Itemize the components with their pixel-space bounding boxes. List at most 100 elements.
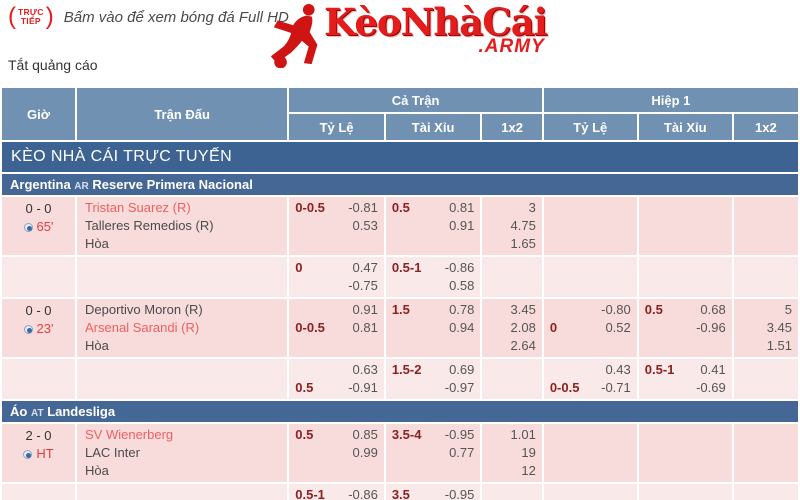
match-minute: HT	[36, 446, 54, 461]
empty-cell	[0, 255, 77, 299]
odds-cell-ft-handicap[interactable]: 0.91 0-0.5 0.81	[287, 297, 386, 359]
site-logo[interactable]: KèoNhàCái .ARMY	[268, 0, 548, 68]
odds-cell-h1-1x2[interactable]	[731, 482, 800, 500]
odds-cell-h1-overunder[interactable]	[636, 195, 734, 257]
live-tagline: Bấm vào để xem bóng đá Full HD	[63, 8, 289, 26]
odds-cell-h1-1x2[interactable]	[731, 195, 800, 257]
home-team[interactable]: Tristan Suarez (R)	[85, 200, 191, 215]
odds-cell-ft-1x2[interactable]: 3.45 2.08 2.64	[480, 297, 544, 359]
odds-value: -0.96	[696, 320, 726, 335]
live-radio-icon[interactable]	[23, 222, 33, 232]
odds-value: 3.45	[510, 302, 536, 317]
match-time-cell: 0 - 0 65'	[0, 195, 77, 257]
odds-cell-h1-1x2[interactable]	[731, 357, 800, 401]
odds-cell-h1-overunder[interactable]	[636, 255, 734, 299]
live-radio-icon[interactable]	[23, 449, 33, 459]
odds-value: -0.71	[601, 380, 631, 395]
odds-value: 2.08	[510, 320, 536, 335]
odds-cell-h1-handicap[interactable]	[541, 255, 639, 299]
odds-table: Giờ Trận Đấu Cả Trận Hiệp 1 Tỷ Lệ Tài Xỉ…	[0, 86, 800, 500]
odds-cell-h1-handicap[interactable]: -0.80 0 0.52	[541, 297, 639, 359]
odds-cell-h1-overunder[interactable]	[636, 482, 734, 500]
match-subrow: 0.5-1-0.86 0.70 3.5-0.95 0.77	[0, 482, 800, 500]
odds-value	[488, 361, 535, 379]
odds-cell-ft-handicap[interactable]: 0.63 0.5 -0.91	[287, 357, 386, 401]
odds-value	[740, 199, 792, 217]
league-name: Landesliga	[47, 404, 116, 419]
close-ads-link[interactable]: Tắt quảng cáo	[8, 57, 98, 73]
odds-value: 0.81	[352, 320, 378, 335]
empty-cell	[0, 482, 77, 500]
live-stream-link[interactable]: ( TRỰC TIẾP ) Bấm vào để xem bóng đá Ful…	[8, 5, 289, 29]
odds-cell-h1-overunder[interactable]	[636, 422, 734, 484]
odds-value: -0.91	[348, 380, 378, 395]
odds-cell-ft-1x2[interactable]	[480, 255, 544, 299]
odds-cell-ft-overunder[interactable]: 0.5-1 -0.86 0.58	[383, 255, 483, 299]
away-team[interactable]: LAC Inter	[85, 445, 140, 460]
odds-cell-h1-overunder[interactable]: 0.5-1 0.41 -0.69	[636, 357, 734, 401]
match-score: 0 - 0	[25, 201, 52, 216]
odds-value: -0.86	[348, 487, 378, 500]
handicap-value: 0.5	[295, 427, 314, 442]
odds-cell-ft-handicap[interactable]: 0-0.5 -0.81 0.53	[287, 195, 386, 257]
odds-cell-ft-handicap[interactable]: 0.5 0.85 0.99	[287, 422, 386, 484]
odds-cell-h1-handicap[interactable]	[541, 195, 639, 257]
live-badge-line1: TRỰC	[18, 7, 44, 17]
empty-cell	[0, 357, 77, 401]
odds-cell-h1-1x2[interactable]	[731, 422, 800, 484]
handicap-value: 3.5-4	[391, 427, 422, 442]
odds-cell-ft-1x2[interactable]	[480, 357, 544, 401]
odds-cell-h1-overunder[interactable]: 0.5 0.68 -0.96	[636, 297, 734, 359]
match-teams-cell[interactable]: Tristan Suarez (R) Talleres Remedios (R)…	[74, 195, 290, 257]
odds-cell-ft-overunder[interactable]: 1.5 0.78 0.94	[383, 297, 483, 359]
odds-cell-h1-1x2[interactable]	[731, 255, 800, 299]
odds-cell-ft-1x2[interactable]: 3 4.75 1.65	[480, 195, 544, 257]
away-team[interactable]: Arsenal Sarandi (R)	[85, 320, 200, 335]
handicap-value: 0	[549, 320, 558, 335]
odds-value	[740, 361, 792, 379]
odds-cell-ft-handicap[interactable]: 0.5-1-0.86 0.70	[287, 482, 386, 500]
handicap-value: 1.5-2	[391, 362, 422, 377]
odds-cell-ft-overunder[interactable]: 0.5 0.81 0.91	[383, 195, 483, 257]
odds-cell-h1-handicap[interactable]	[541, 422, 639, 484]
odds-value: -0.75	[348, 278, 378, 293]
odds-cell-h1-1x2[interactable]: 5 3.45 1.51	[731, 297, 800, 359]
match-teams-cell[interactable]: Deportivo Moron (R) Arsenal Sarandi (R) …	[74, 297, 290, 359]
odds-value: 12	[521, 463, 536, 478]
odds-cell-h1-handicap[interactable]: 0.43 0-0.5 -0.71	[541, 357, 639, 401]
match-time-cell: 0 - 0 23'	[0, 297, 77, 359]
top-banner: ( TRỰC TIẾP ) Bấm vào để xem bóng đá Ful…	[0, 0, 800, 86]
odds-value: 0.43	[605, 362, 631, 377]
odds-value	[740, 217, 792, 235]
home-team[interactable]: Deportivo Moron (R)	[85, 302, 203, 317]
match-teams-cell[interactable]: SV Wienerberg LAC Inter Hòa	[74, 422, 290, 484]
odds-value: -0.69	[696, 380, 726, 395]
match-subrow: 0 0.47 -0.75 0.5-1 -0.86 0.58	[0, 255, 800, 299]
odds-value: 0.91	[449, 218, 475, 233]
live-radio-icon[interactable]	[23, 324, 33, 334]
home-team[interactable]: SV Wienerberg	[85, 427, 174, 442]
odds-cell-ft-handicap[interactable]: 0 0.47 -0.75	[287, 255, 386, 299]
league-code: AR	[74, 181, 89, 192]
odds-cell-ft-1x2[interactable]: 1.01 19 12	[480, 422, 544, 484]
odds-cell-ft-overunder[interactable]: 3.5-4 -0.95 0.77	[383, 422, 483, 484]
odds-cell-h1-handicap[interactable]	[541, 482, 639, 500]
away-team[interactable]: Talleres Remedios (R)	[85, 218, 214, 233]
odds-value: 0.52	[605, 320, 631, 335]
match-minute: 23'	[36, 321, 54, 336]
odds-cell-ft-overunder[interactable]: 1.5-2 0.69 -0.97	[383, 357, 483, 401]
odds-value: 3.45	[766, 320, 792, 335]
live-badge-line2: TIẾP	[20, 16, 41, 26]
handicap-value: 0.5-1	[391, 260, 422, 275]
odds-value	[488, 277, 535, 295]
odds-value: 0.77	[449, 445, 475, 460]
odds-cell-ft-1x2[interactable]	[480, 482, 544, 500]
odds-value: 0.81	[449, 200, 475, 215]
match-row: 0 - 0 65' Tristan Suarez (R) Talleres Re…	[0, 195, 800, 257]
odds-value	[740, 259, 792, 277]
odds-value: 0.41	[700, 362, 726, 377]
handicap-value: 3.5	[391, 487, 410, 500]
empty-cell	[74, 357, 290, 401]
empty-cell	[74, 255, 290, 299]
odds-cell-ft-overunder[interactable]: 3.5-0.95 0.77	[383, 482, 483, 500]
